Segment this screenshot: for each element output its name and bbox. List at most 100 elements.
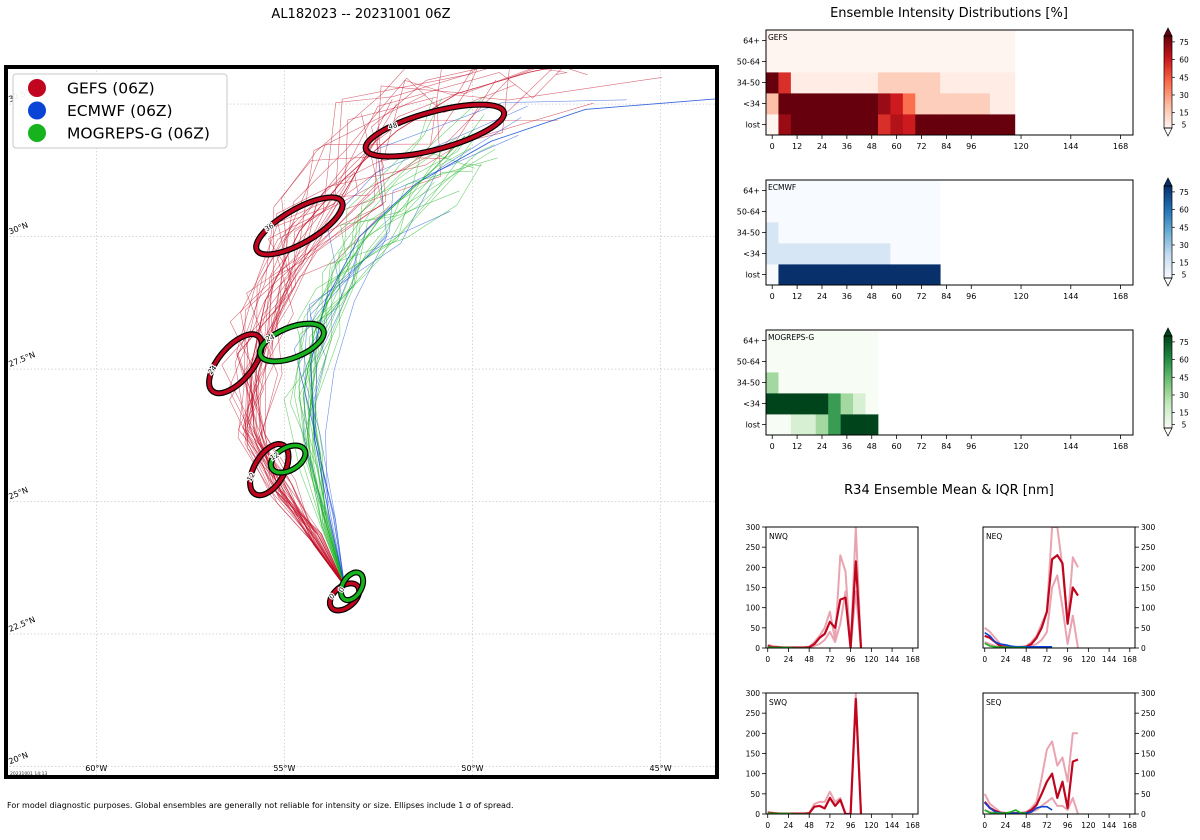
intensity-section-title: Ensemble Intensity Distributions [%] <box>830 6 1068 21</box>
heatmap-cell <box>766 114 779 136</box>
colorbar-step <box>1164 266 1172 270</box>
colorbar-step <box>1164 123 1172 127</box>
colorbar-tick-label: 15 <box>1179 109 1189 118</box>
r34-x-tick-label: 24 <box>1001 655 1011 664</box>
heatmap-cell <box>840 330 854 352</box>
ensemble-track-mogreps-g <box>310 114 485 587</box>
colorbar-step <box>1164 359 1172 362</box>
heatmap-cell <box>778 30 792 52</box>
heatmap-cell <box>815 93 829 115</box>
heatmap-cell <box>865 264 879 286</box>
heatmap-cell <box>890 264 904 286</box>
legend-box <box>12 73 228 149</box>
ensemble-track-mogreps-g <box>289 181 435 587</box>
r34-y-tick-label: 0 <box>755 810 760 819</box>
heatmap-cell <box>815 414 829 436</box>
heatmap-x-tick-label: 168 <box>1113 442 1128 451</box>
ellipse-ring <box>269 443 308 475</box>
heatmap-cell <box>790 72 804 94</box>
r34-section-title: R34 Ensemble Mean & IQR [nm] <box>844 483 1054 498</box>
heatmap-x-tick-label: 0 <box>770 142 775 151</box>
heatmap-cell <box>877 114 891 136</box>
heatmap-cell <box>989 30 1003 52</box>
heatmap-x-tick-label: 72 <box>916 442 926 451</box>
colorbar-step <box>1164 338 1172 342</box>
r34-series-line <box>984 802 1053 814</box>
heatmap-cell <box>790 222 804 244</box>
heatmap-cell <box>766 222 779 244</box>
r34-x-tick-label: 120 <box>864 655 879 664</box>
colorbar-step <box>1164 225 1172 228</box>
colorbar-step <box>1164 402 1172 406</box>
heatmap-cell <box>952 51 966 73</box>
heatmap-cell <box>828 72 842 94</box>
heatmap-cell <box>840 351 854 373</box>
heatmap-cell <box>965 72 978 94</box>
heatmap-cell <box>840 93 854 115</box>
heatmap-frame <box>765 329 1134 436</box>
heatmap-cell <box>828 330 842 352</box>
r34-x-tick-label: 0 <box>982 821 987 830</box>
heatmap-cell <box>902 51 916 73</box>
heatmap-x-tick-label: 48 <box>867 142 877 151</box>
heatmap-model-label: GEFS <box>768 33 788 42</box>
heatmap-cell <box>989 93 1003 115</box>
colorbar-step <box>1164 411 1172 415</box>
heatmap-cell <box>778 414 792 436</box>
r34-series-line <box>984 554 1079 648</box>
heatmap-cell <box>828 114 842 136</box>
map-legend: GEFS (06Z) ECMWF (06Z) MOGREPS-G (06Z) <box>12 73 228 149</box>
r34-background <box>766 693 918 814</box>
heatmap-cell <box>927 114 941 136</box>
heatmap-cell <box>1002 93 1016 115</box>
heatmap-cell <box>927 93 941 115</box>
colorbar-step <box>1164 63 1172 67</box>
heatmap-cell <box>989 114 1003 136</box>
r34-quadrant-label: NWQ <box>769 532 788 541</box>
heatmap-cell <box>952 93 966 115</box>
ellipse-ring <box>258 321 326 364</box>
ellipse-mogreps-g-24: 24 <box>257 320 327 365</box>
heatmap-row-label: 34-50 <box>737 379 760 388</box>
r34-x-tick-label: 144 <box>885 655 900 664</box>
heatmap-cell <box>778 243 792 265</box>
colorbar-step <box>1164 56 1172 60</box>
heatmap-x-tick-label: 72 <box>916 292 926 301</box>
ensemble-track-gefs <box>236 67 568 587</box>
r34-x-tick-label: 144 <box>1102 655 1117 664</box>
heatmap-cell <box>915 264 929 286</box>
heatmap-x-tick-label: 12 <box>792 442 802 451</box>
r34-x-tick-label: 144 <box>1102 821 1117 830</box>
colorbar-step <box>1164 114 1172 117</box>
r34-x-tick-label: 24 <box>784 655 794 664</box>
heatmap-cell <box>828 243 842 265</box>
heatmap-x-tick-label: 84 <box>941 292 951 301</box>
heatmap-cell <box>828 372 842 394</box>
ensemble-track-ecmwf <box>293 135 519 587</box>
heatmap-x-tick-label: 60 <box>892 142 902 151</box>
heatmap-cell <box>803 243 817 265</box>
heatmap-cell <box>815 393 829 415</box>
colorbar-step <box>1164 234 1172 238</box>
heatmap-cell <box>940 30 954 52</box>
heatmap-cell <box>828 93 842 115</box>
colorbar-tick-label: 60 <box>1179 206 1189 215</box>
colorbar-extend-top <box>1163 27 1173 37</box>
colorbar-step <box>1164 93 1172 97</box>
r34-y-tick-label: 50 <box>1141 790 1151 799</box>
colorbar-step <box>1164 49 1172 53</box>
r34-y-tick-label: 100 <box>1141 604 1156 613</box>
heatmap-cell <box>877 180 891 202</box>
ensemble-track-ecmwf <box>297 105 528 587</box>
colorbar-step <box>1164 218 1172 221</box>
colorbar-step <box>1164 220 1172 224</box>
heatmap-cell <box>790 351 804 373</box>
heatmap-cell <box>902 180 916 202</box>
heatmap-cell <box>952 30 966 52</box>
ellipse-ring <box>207 332 264 395</box>
heatmap-cell <box>778 264 792 286</box>
colorbar-tick-label: 75 <box>1179 338 1189 347</box>
ensemble-track-gefs <box>247 67 479 587</box>
heatmap-cell <box>865 201 879 223</box>
